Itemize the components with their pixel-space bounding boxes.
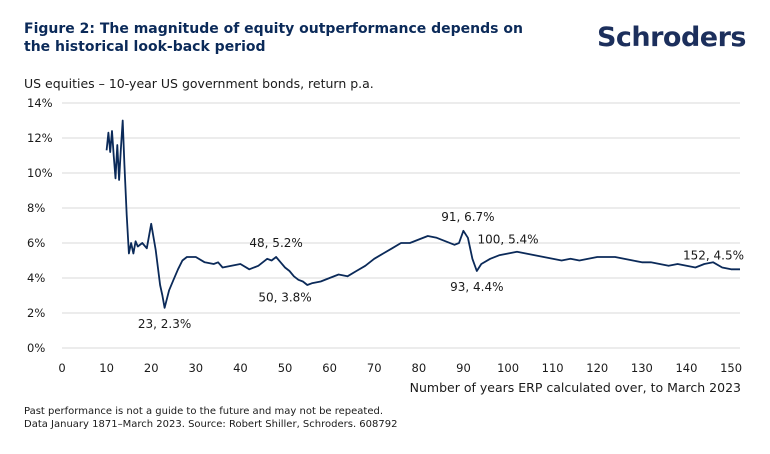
x-tick-label: 50 xyxy=(278,361,293,375)
data-label: 23, 2.3% xyxy=(138,317,191,331)
x-tick-label: 20 xyxy=(144,361,159,375)
x-tick-label: 120 xyxy=(586,361,608,375)
x-axis-ticks: 0 10 20 30 40 50 60 70 80 90 100 110 120 130 140 150 xyxy=(58,361,742,375)
x-tick-label: 40 xyxy=(233,361,248,375)
y-tick-label: 12% xyxy=(27,131,53,145)
annotation-layer: 23, 2.3% 48, 5.2% 50, 3.8% 91, 6.7% 93, 4.4%… xyxy=(138,210,744,331)
data-label: 152, 4.5% xyxy=(683,248,744,262)
data-label: 93, 4.4% xyxy=(450,280,503,294)
y-tick-label: 10% xyxy=(27,166,53,180)
y-tick-label: 4% xyxy=(27,271,45,285)
x-tick-label: 90 xyxy=(456,361,471,375)
y-tick-label: 0% xyxy=(27,341,45,355)
y-tick-label: 6% xyxy=(27,236,45,250)
x-tick-label: 140 xyxy=(675,361,697,375)
x-tick-label: 10 xyxy=(99,361,114,375)
gridlines xyxy=(62,102,740,349)
data-label: 50, 3.8% xyxy=(258,291,311,305)
y-axis-ticks: 0% 2% 4% 6% 8% 10% 12% 14% xyxy=(27,96,53,355)
footnote-source: Data January 1871–March 2023. Source: Ro… xyxy=(24,419,398,430)
x-tick-label: 30 xyxy=(188,361,203,375)
schroders-logo: Schroders xyxy=(596,22,747,53)
data-label: 100, 5.4% xyxy=(478,233,539,247)
y-tick-label: 14% xyxy=(27,96,53,110)
x-tick-label: 130 xyxy=(631,361,653,375)
figure-title: Figure 2: The magnitude of equity outper… xyxy=(24,21,523,55)
y-axis-title: US equities – 10-year US government bond… xyxy=(24,76,374,91)
footnote-disclaimer: Past performance is not a guide to the f… xyxy=(24,406,384,417)
x-tick-label: 0 xyxy=(58,361,65,375)
x-tick-label: 150 xyxy=(720,361,742,375)
x-tick-label: 110 xyxy=(542,361,564,375)
x-axis-title: Number of years ERP calculated over, to … xyxy=(410,380,741,395)
series-layer xyxy=(105,119,740,309)
x-tick-label: 60 xyxy=(322,361,337,375)
x-tick-label: 100 xyxy=(497,361,519,375)
series-line xyxy=(105,119,740,309)
y-tick-label: 8% xyxy=(27,201,45,215)
x-tick-label: 80 xyxy=(412,361,427,375)
data-label: 48, 5.2% xyxy=(249,236,302,250)
y-tick-label: 2% xyxy=(27,306,45,320)
x-tick-label: 70 xyxy=(367,361,382,375)
data-label: 91, 6.7% xyxy=(441,210,494,224)
